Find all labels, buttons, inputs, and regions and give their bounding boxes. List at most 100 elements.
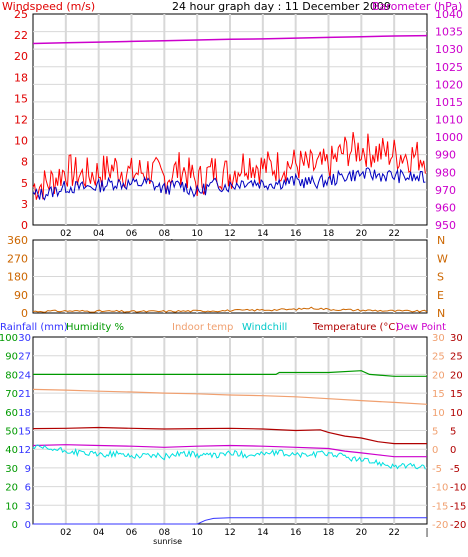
barometer-tick-label: 1035 [435, 26, 463, 39]
rain-tick-label: 21 [18, 389, 31, 400]
indoor-temp-tick-label: 20 [432, 370, 445, 381]
indoor-temp-tick-label: 10 [432, 408, 445, 419]
x-tick-label: 12 [224, 229, 235, 239]
temperature-tick-label: 15 [450, 389, 463, 400]
compass-label: N [437, 234, 445, 247]
indoor-temp-tick-label: -15 [432, 501, 448, 512]
windspeed-tick-label: 22 [14, 29, 28, 42]
x-tick-label: 14 [257, 528, 269, 538]
x-tick-label: 08 [159, 229, 171, 239]
compass-label: W [437, 252, 448, 265]
chart-title: 24 hour graph day : 11 December 2009 [172, 0, 391, 13]
end-tick-label: | [425, 229, 428, 239]
x-tick-label: 10 [191, 528, 203, 538]
end-tick-label: | [425, 528, 428, 538]
windspeed-label: Windspeed (m/s) [2, 0, 95, 13]
barometer-tick-label: 1000 [435, 131, 463, 144]
wind-speed-line [32, 167, 426, 201]
windspeed-tick-label: 3 [21, 198, 28, 211]
rain-tick-label: 27 [18, 352, 31, 363]
barometer-tick-label: 1020 [435, 78, 463, 91]
humidity-tick-label: 70 [5, 389, 18, 400]
compass-label: E [437, 289, 444, 302]
humidity-tick-label: 90 [5, 352, 18, 363]
windspeed-tick-label: 25 [14, 8, 28, 21]
x-tick-label: 10 [191, 229, 203, 239]
x-tick-label: 06 [126, 229, 138, 239]
windspeed-tick-label: 0 [21, 219, 28, 232]
temperature-tick-label: -10 [450, 483, 466, 494]
barometer-tick-label: 1015 [435, 96, 463, 109]
barometer-tick-label: 1025 [435, 61, 463, 74]
x-tick-label: 20 [356, 528, 368, 538]
temperature-line [32, 426, 427, 445]
humidity-line [33, 370, 427, 377]
humidity-label: Humidity % [66, 322, 124, 333]
barometer-tick-label: 980 [435, 166, 456, 179]
compass-label: S [437, 271, 444, 284]
wind-panel: 25 22 20 18 15 12 10 8 5 3 0 1040 1035 1030 1025 1020 10… [14, 8, 463, 247]
barometer-tick-label: 1010 [435, 114, 463, 127]
temperature-tick-label: 25 [450, 352, 463, 363]
windspeed-tick-label: 15 [14, 92, 28, 105]
x-tick-label: 22 [388, 528, 399, 538]
temperature-tick-label: 0 [450, 445, 456, 456]
windspeed-tick-label: 20 [14, 50, 28, 63]
direction-tick-label: 180 [7, 271, 28, 284]
x-tick-label: 16 [290, 528, 302, 538]
x-tick-label: 18 [323, 528, 335, 538]
temperature-tick-label: 5 [450, 427, 456, 438]
direction-tick-label: 360 [7, 234, 28, 247]
compass-label: N [437, 307, 445, 320]
humidity-tick-label: 40 [5, 445, 18, 456]
humidity-tick-label: 80 [5, 370, 18, 381]
indoor-temp-tick-label: 5 [432, 427, 438, 438]
temperature-tick-label: 10 [450, 408, 463, 419]
rain-tick-label: 15 [18, 427, 31, 438]
direction-tick-label: 0 [21, 307, 28, 320]
x-tick-label: 14 [257, 229, 269, 239]
barometer-tick-label: 1040 [435, 8, 463, 21]
humidity-tick-label: 30 [5, 464, 18, 475]
windspeed-tick-label: 18 [14, 71, 28, 84]
windspeed-tick-label: 5 [21, 177, 28, 190]
rain-tick-label: 24 [18, 370, 31, 381]
dewpoint-label: Dew Point [396, 322, 446, 333]
humidity-tick-label: 60 [5, 408, 18, 419]
x-tick-label: 22 [388, 229, 399, 239]
barometer-tick-label: 1030 [435, 43, 463, 56]
indoor-temp-tick-label: -10 [432, 483, 448, 494]
windchill-label: Windchill [242, 322, 287, 333]
x-tick-label: 12 [224, 528, 235, 538]
rain-tick-label: 9 [25, 464, 31, 475]
indoor-temp-tick-label: 15 [432, 389, 445, 400]
humidity-tick-label: 20 [5, 483, 18, 494]
temperature-tick-label: 20 [450, 370, 463, 381]
temperature-tick-label: 30 [450, 333, 463, 344]
barometer-label: Barometer (hPa) [372, 0, 462, 13]
rain-tick-label: 6 [25, 483, 31, 494]
temperature-tick-label: -15 [450, 501, 466, 512]
x-tick-label: 08 [159, 528, 171, 538]
rainfall-line [33, 517, 427, 525]
rainfall-label: Rainfall (mm) [0, 322, 68, 333]
humidity-tick-label: 100 [0, 333, 18, 344]
indoor-temp-tick-label: 0 [432, 445, 438, 456]
wind-gust-line [32, 132, 426, 200]
humidity-tick-label: 50 [5, 427, 18, 438]
rain-tick-label: 0 [25, 520, 31, 531]
barometer-tick-label: 950 [435, 219, 456, 232]
temperature-tick-label: -5 [450, 464, 460, 475]
temperature-label: Temperature (°C) [312, 322, 399, 333]
indoor-temp-tick-label: -20 [432, 520, 448, 531]
direction-tick-label: 90 [14, 289, 28, 302]
x-tick-label: 16 [290, 229, 302, 239]
humidity-tick-label: 10 [5, 501, 18, 512]
x-tick-label: 18 [323, 229, 335, 239]
dewpoint-line [32, 444, 427, 458]
windspeed-tick-label: 8 [21, 156, 28, 169]
rain-tick-label: 18 [18, 408, 31, 419]
x-tick-label: 04 [93, 528, 105, 538]
